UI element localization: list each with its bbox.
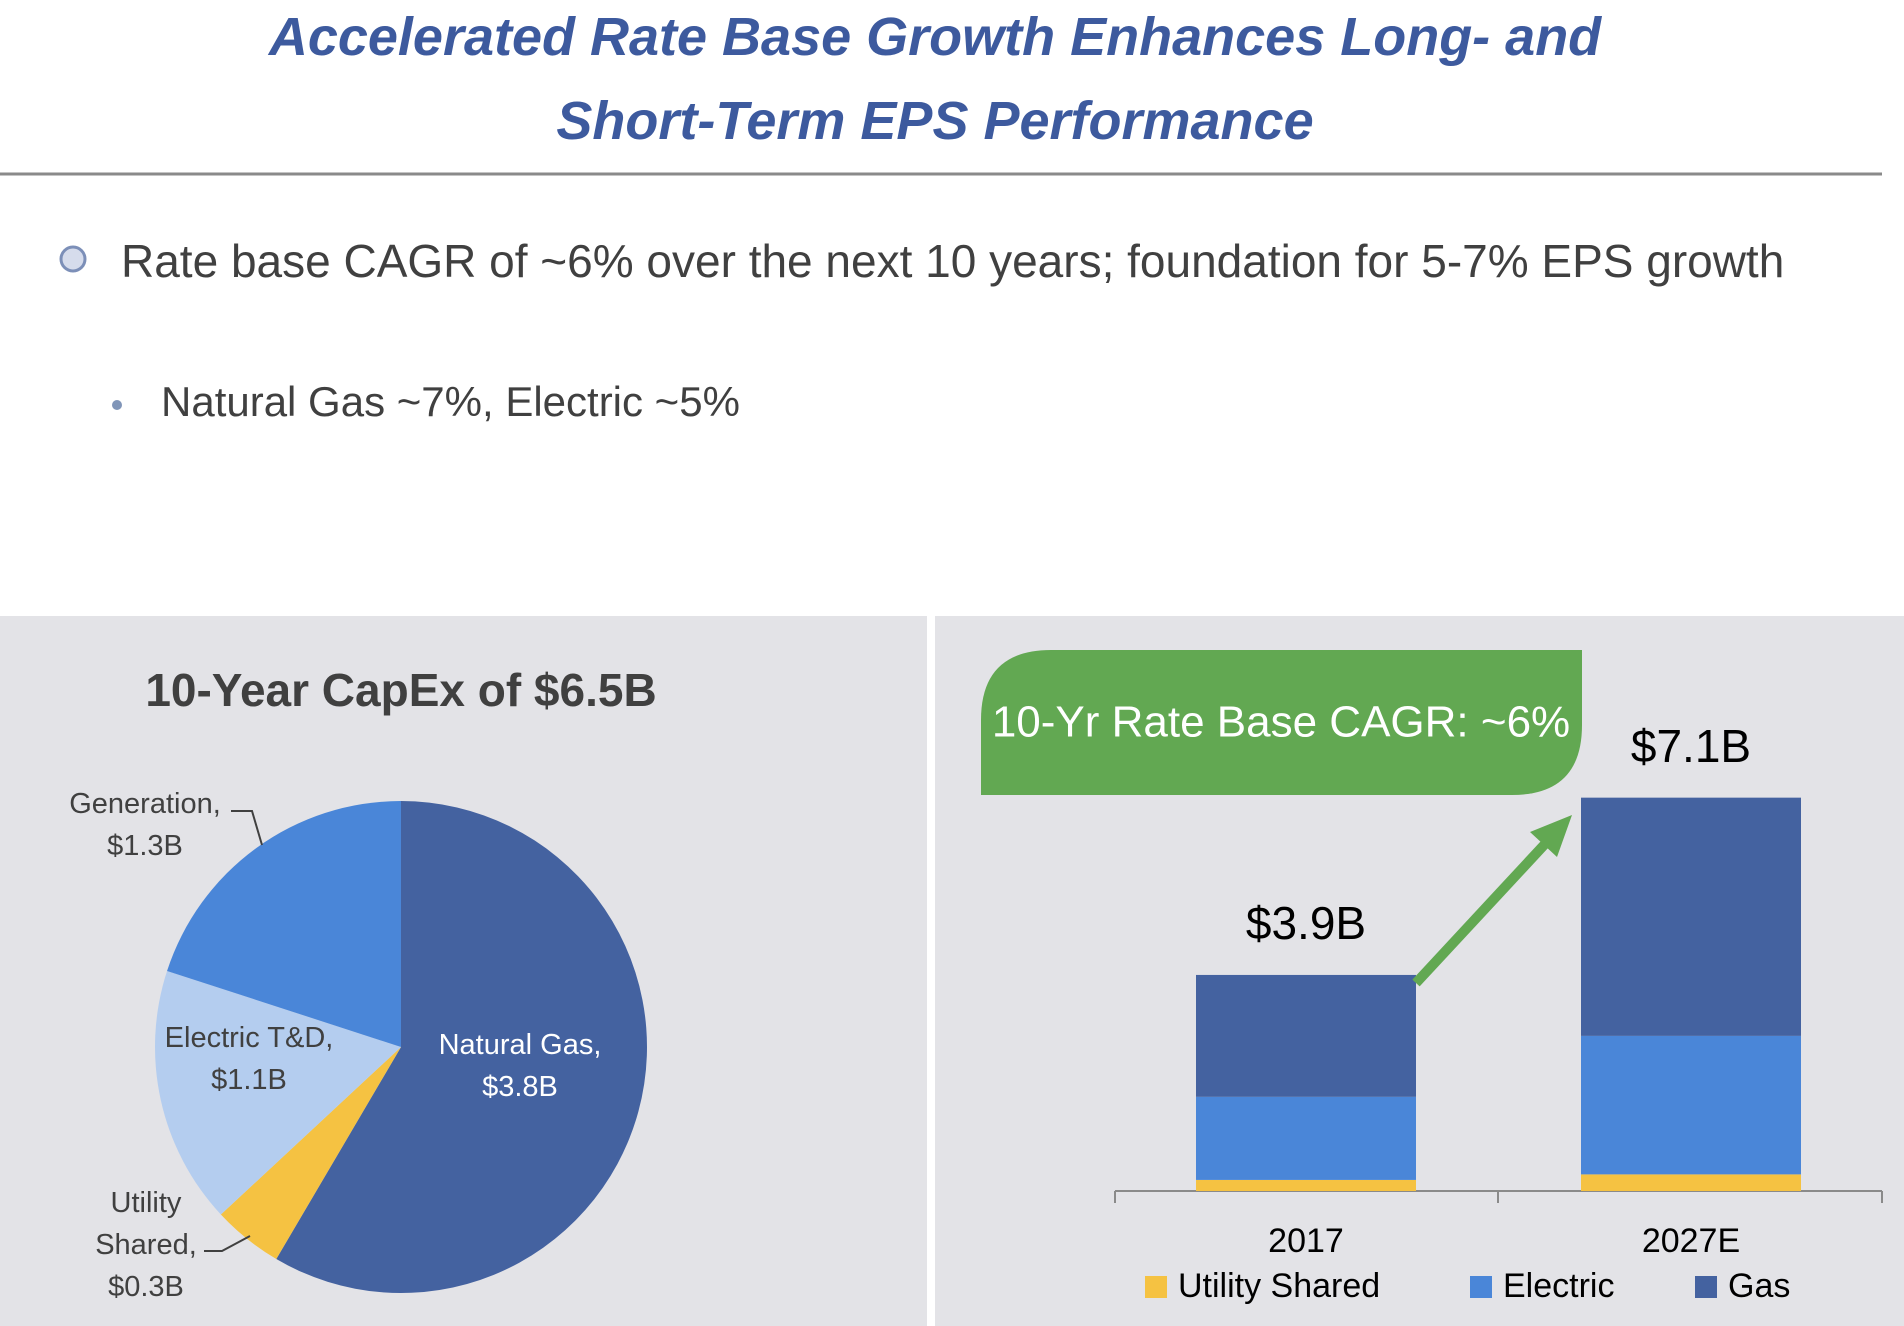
legend-swatch — [1145, 1276, 1167, 1298]
total-label: $7.1B — [1631, 720, 1751, 772]
sub-bullet-icon — [112, 400, 122, 410]
bar-segment — [1196, 974, 1416, 1097]
charts: 10-Year CapEx of $6.5B 10-Yr Rate Base CA… — [145, 650, 1883, 1305]
pie-label: Utility Shared, $0.3B — [95, 1187, 197, 1303]
legend-label: Utility Shared — [1178, 1267, 1380, 1305]
callout-text: 10-Yr Rate Base CAGR: ~6% — [992, 698, 1570, 747]
slide-title-line: Accelerated Rate Base Growth Enhances Lo… — [268, 7, 1602, 67]
pie-label: Natural Gas, $3.8B — [438, 1029, 602, 1103]
bullet-text: Rate base CAGR of ~6% over the next 10 y… — [121, 235, 1785, 287]
bar-segment — [1581, 1174, 1801, 1191]
bar-segment — [1581, 797, 1801, 1036]
pie-label: Electric T&D, $1.1B — [164, 1022, 334, 1096]
bullet-icon — [59, 245, 87, 273]
x-tick-label: 2027E — [1642, 1222, 1740, 1260]
leader-line — [204, 1235, 251, 1252]
slide-title-line: Short-Term EPS Performance — [556, 91, 1314, 151]
growth-arrow-head — [1530, 815, 1572, 857]
legend-label: Gas — [1728, 1267, 1790, 1305]
x-tick-label: 2017 — [1268, 1222, 1344, 1260]
pie-title: 10-Year CapEx of $6.5B — [145, 664, 656, 716]
sub-bullet-text: Natural Gas ~7%, Electric ~5% — [161, 378, 740, 425]
bar-segment — [1196, 1179, 1416, 1191]
callout-box — [981, 650, 1582, 795]
pie-slice — [220, 1047, 401, 1260]
pie-slice — [154, 970, 401, 1215]
total-label: $3.9B — [1246, 897, 1366, 949]
bar-segment — [1581, 1035, 1801, 1175]
pie-slice — [167, 801, 401, 1047]
pie-label: Generation, $1.3B — [69, 788, 221, 862]
legend-label: Electric — [1503, 1267, 1614, 1305]
legend-swatch — [1695, 1276, 1717, 1298]
legend-swatch — [1470, 1276, 1492, 1298]
pie-slice — [276, 801, 647, 1293]
growth-arrow — [1412, 840, 1549, 987]
bar-segment — [1196, 1096, 1416, 1180]
leader-line — [231, 810, 263, 846]
